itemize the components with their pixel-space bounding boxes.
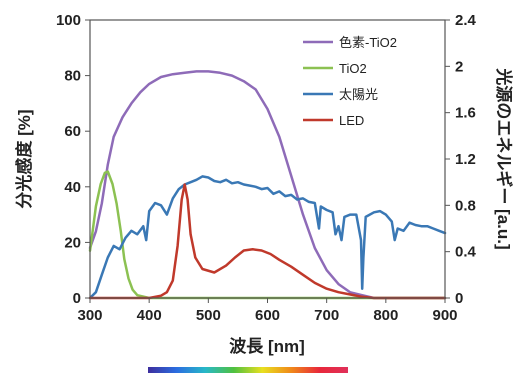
y-right-tick-label: 1.6	[455, 105, 476, 122]
y-right-tick-label: 0	[455, 290, 463, 307]
x-tick-label: 900	[432, 307, 457, 324]
x-tick-label: 600	[255, 307, 280, 324]
legend-label-3: LED	[339, 113, 364, 128]
y-right-tick-label: 2	[455, 58, 463, 75]
series-line-1	[88, 170, 447, 300]
y-left-tick-label: 100	[56, 12, 81, 29]
legend-label-0: 色素-TiO2	[339, 35, 397, 50]
series-line-0	[88, 70, 447, 300]
y-axis-title-left: 分光感度 [%]	[14, 109, 34, 208]
spectrum-bar	[148, 367, 348, 373]
x-tick-label: 500	[196, 307, 221, 324]
legend: 色素-TiO2 TiO2 太陽光 LED	[303, 35, 397, 128]
x-axis-title: 波長 [nm]	[229, 336, 305, 356]
x-tick-label: 800	[373, 307, 398, 324]
series-line-2	[88, 175, 447, 300]
series-layer	[88, 70, 447, 300]
y-left-tick-label: 40	[64, 179, 81, 196]
x-tick-label: 400	[137, 307, 162, 324]
legend-label-2: 太陽光	[339, 87, 378, 102]
series-line-3	[88, 183, 447, 300]
y-right-tick-label: 2.4	[455, 12, 477, 29]
y-left-tick-label: 20	[64, 234, 81, 251]
y-left-tick-label: 0	[73, 290, 81, 307]
tick-layer: 300 400 500 600 700 800 90002040608010000.40.8…	[56, 12, 477, 324]
legend-label-1: TiO2	[339, 61, 367, 76]
y-right-tick-label: 0.4	[455, 244, 477, 261]
y-left-tick-label: 80	[64, 68, 81, 85]
x-tick-label: 700	[314, 307, 339, 324]
y-left-tick-label: 60	[64, 123, 81, 140]
plot-frame	[89, 19, 446, 299]
x-tick-label: 300	[77, 307, 102, 324]
y-right-tick-label: 0.8	[455, 197, 476, 214]
y-axis-title-right: 光源のエネルギー [a.u.]	[494, 67, 514, 249]
y-right-tick-label: 1.2	[455, 151, 476, 168]
